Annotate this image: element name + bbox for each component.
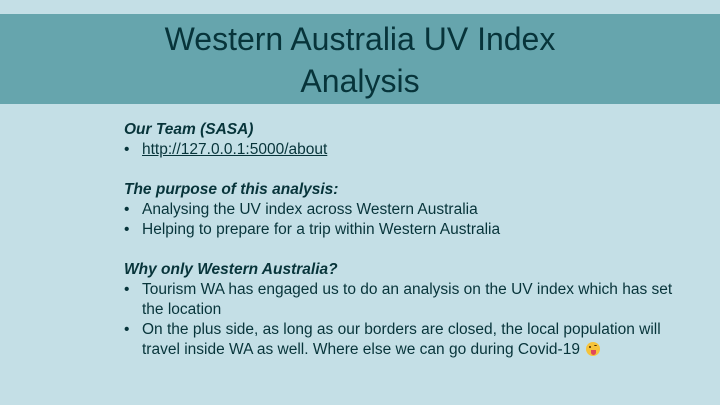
bullet-icon: • (124, 321, 130, 338)
section-heading-team: Our Team (SASA) (124, 121, 254, 138)
bullet-icon: • (124, 201, 130, 218)
list-item: • http://127.0.0.1:5000/about (124, 140, 684, 160)
spacer (124, 160, 684, 180)
list-item-text: On the plus side, as long as our borders… (142, 321, 661, 358)
title-band (0, 14, 720, 104)
list-item-text: Analysing the UV index across Western Au… (142, 201, 478, 218)
bullet-icon: • (124, 221, 130, 238)
list-item: • On the plus side, as long as our borde… (124, 320, 684, 360)
slide-title: Western Australia UV Index Analysis (0, 18, 720, 102)
section-purpose: The purpose of this analysis: • Analysin… (124, 180, 684, 240)
section-why-wa: Why only Western Australia? • Tourism WA… (124, 260, 684, 360)
section-heading-why-wa: Why only Western Australia? (124, 261, 338, 278)
section-heading-purpose: The purpose of this analysis: (124, 181, 339, 198)
list-item-text: Helping to prepare for a trip within Wes… (142, 221, 501, 238)
team-list: • http://127.0.0.1:5000/about (124, 140, 684, 160)
title-line-1: Western Australia UV Index (164, 21, 556, 57)
about-link[interactable]: http://127.0.0.1:5000/about (142, 141, 328, 158)
title-line-2: Analysis (300, 63, 420, 99)
section-team: Our Team (SASA) • http://127.0.0.1:5000/… (124, 120, 684, 160)
spacer (124, 240, 684, 260)
why-wa-list: • Tourism WA has engaged us to do an ana… (124, 280, 684, 360)
list-item: • Helping to prepare for a trip within W… (124, 220, 684, 240)
bullet-icon: • (124, 141, 130, 158)
list-item-text: Tourism WA has engaged us to do an analy… (142, 281, 673, 318)
slide-content: Our Team (SASA) • http://127.0.0.1:5000/… (124, 120, 684, 360)
purpose-list: • Analysing the UV index across Western … (124, 200, 684, 240)
list-item: • Analysing the UV index across Western … (124, 200, 684, 220)
winking-face-with-tongue-icon (586, 342, 601, 356)
bullet-icon: • (124, 281, 130, 298)
list-item: • Tourism WA has engaged us to do an ana… (124, 280, 684, 320)
